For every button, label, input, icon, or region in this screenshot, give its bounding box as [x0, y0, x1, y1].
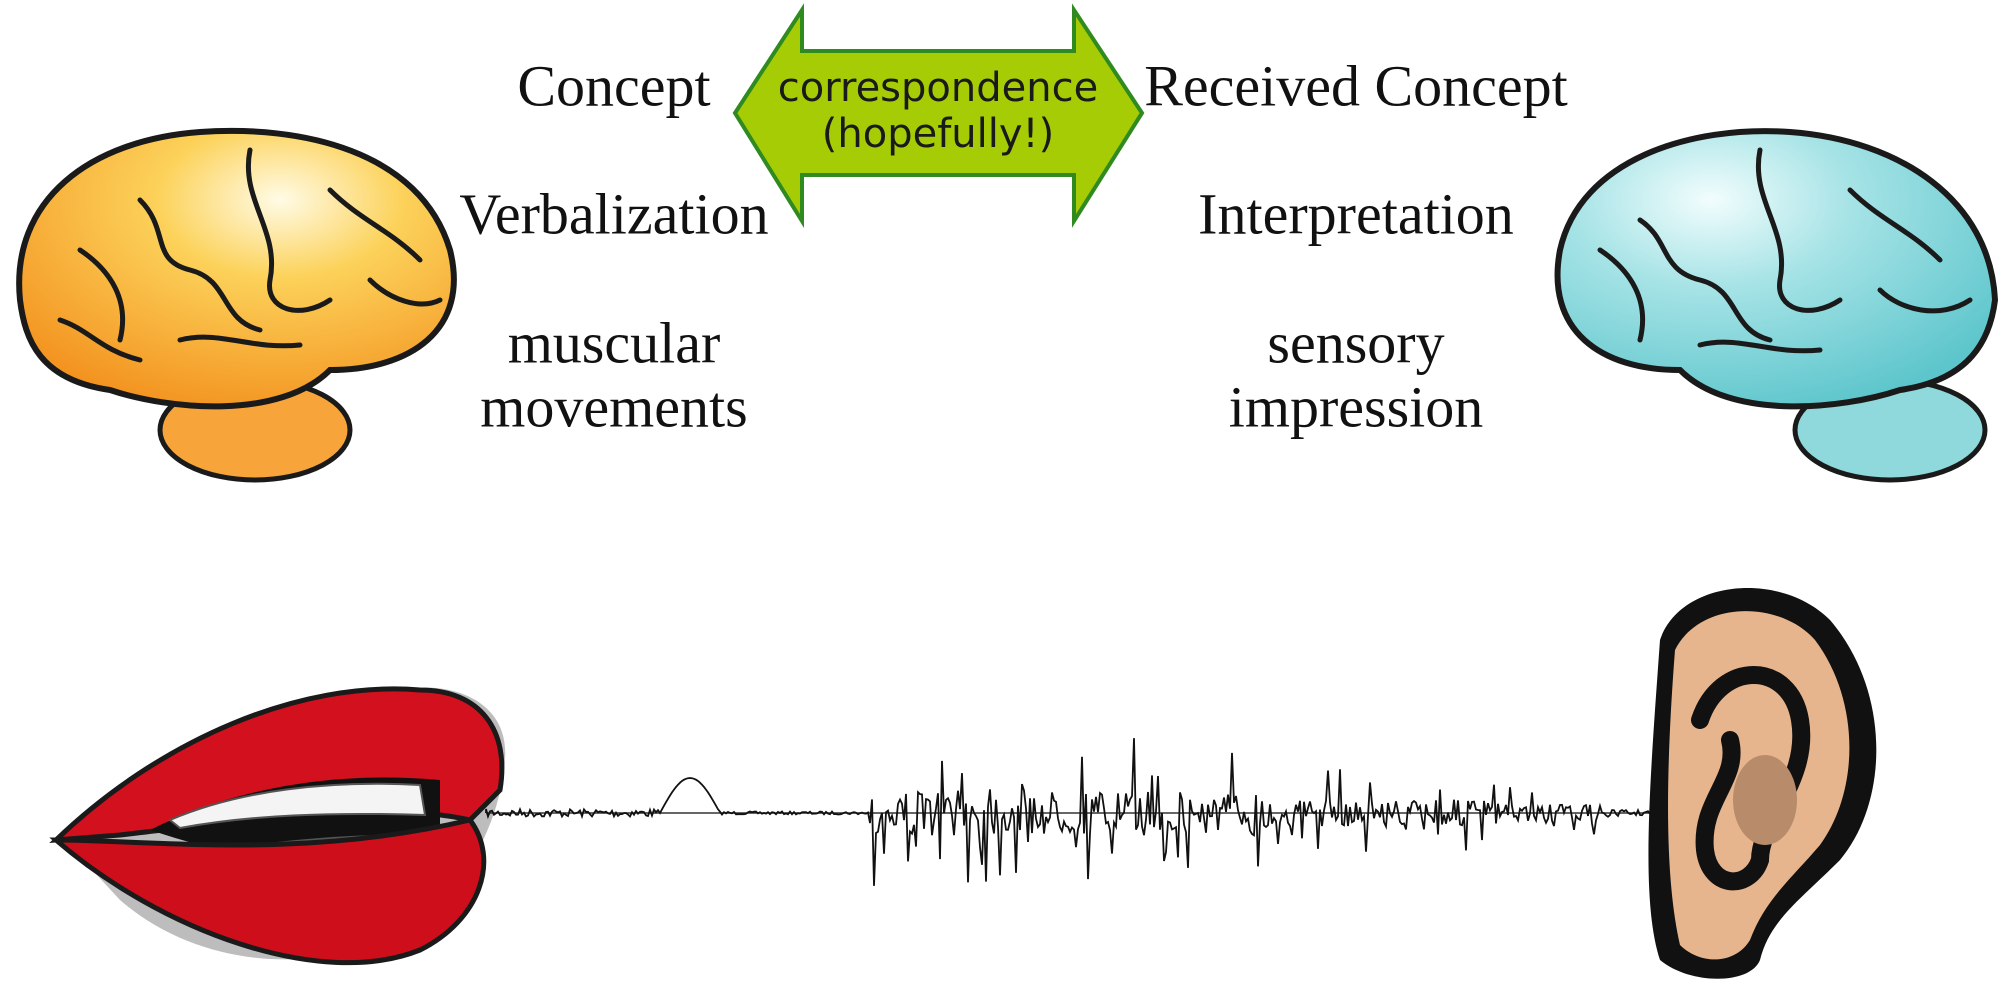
- speaker-brain: [19, 131, 454, 480]
- listener-label: impression: [1229, 374, 1484, 439]
- mouth: [56, 688, 505, 963]
- speaker-label: movements: [480, 374, 747, 439]
- arrow-label: correspondence: [778, 65, 1098, 111]
- speaker-label: Verbalization: [459, 181, 768, 246]
- arrow-label: (hopefully!): [822, 111, 1054, 157]
- listener-brain: [1558, 131, 1995, 480]
- listener-label: Interpretation: [1198, 181, 1514, 246]
- diagram: correspondence (hopefully!) Concept Verb…: [0, 0, 2005, 986]
- sound-wave: [486, 738, 1650, 886]
- speaker-label: Concept: [517, 53, 710, 118]
- listener-label: sensory: [1267, 310, 1444, 375]
- speaker-label: muscular: [508, 310, 721, 375]
- listener-label: Received Concept: [1144, 53, 1568, 118]
- ear: [1648, 588, 1876, 979]
